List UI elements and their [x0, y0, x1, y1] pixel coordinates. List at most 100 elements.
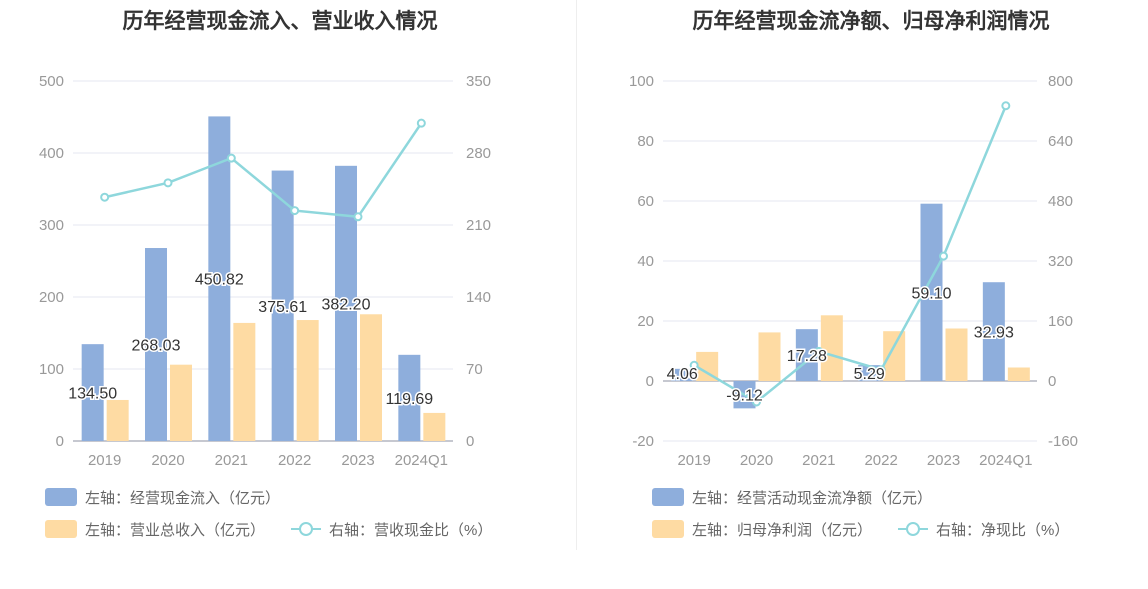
legend-label: 左轴：营业总收入（亿元） — [85, 521, 266, 539]
y-right-tick-label: 70 — [466, 361, 483, 378]
x-tick-label: 2022 — [278, 452, 311, 469]
bar-series-1 — [271, 170, 294, 442]
bar-series-1 — [145, 248, 167, 441]
legend-label: 左轴：经营活动现金流净额（亿元） — [692, 489, 933, 507]
legend-item-net-profit[interactable]: 左轴：归母净利润（亿元） — [652, 519, 872, 540]
x-tick-label: 2024Q1 — [395, 452, 448, 469]
bar-series-1 — [81, 344, 104, 441]
x-tick-label: 2020 — [740, 452, 773, 469]
bar-data-label: 450.82 — [195, 272, 244, 289]
legend-swatch-icon — [45, 488, 77, 506]
bar-series-1 — [671, 368, 694, 381]
legend-label: 右轴：净现比（%） — [936, 521, 1070, 539]
bar-data-label: 59.10 — [911, 285, 951, 302]
y-left-tick-label: -20 — [632, 433, 654, 450]
chart-title: 历年经营现金流净额、归母净利润情况 — [692, 10, 1050, 33]
x-tick-label: 2021 — [215, 452, 248, 469]
legend-item-inflow[interactable]: 左轴：经营现金流入（亿元） — [45, 487, 280, 508]
legend: 左轴：经营活动现金流净额（亿元） 左轴：归母净利润（亿元） 右轴：净现比（%） — [652, 481, 1095, 545]
y-left-tick-label: 100 — [39, 361, 64, 378]
line-point — [100, 192, 110, 202]
bar-data-label: 382.20 — [322, 296, 371, 313]
legend-item-revenue[interactable]: 左轴：营业总收入（亿元） — [45, 519, 265, 540]
bar-series-2 — [820, 315, 843, 381]
bar-data-label: 4.06 — [667, 366, 698, 383]
x-tick-label: 2023 — [341, 452, 374, 469]
legend-item-ratio[interactable]: 右轴：营收现金比（%） — [291, 519, 492, 540]
line-point — [939, 251, 948, 261]
legend-line-icon — [898, 520, 929, 538]
y-left-tick-label: 200 — [39, 289, 64, 306]
y-left-tick-label: 40 — [637, 253, 654, 270]
bar-series-2 — [106, 399, 129, 441]
line-point — [416, 118, 426, 128]
legend-swatch-icon — [45, 520, 77, 538]
line-point — [290, 206, 300, 216]
x-tick-label: 2022 — [864, 452, 897, 469]
legend-label: 右轴：营收现金比（%） — [329, 521, 493, 539]
bar-data-label: 375.61 — [258, 299, 307, 316]
bar-series-2 — [758, 332, 781, 381]
y-left-tick-label: 300 — [39, 217, 64, 234]
bar-data-label: 268.03 — [132, 338, 181, 355]
x-tick-label: 2024Q1 — [979, 452, 1032, 469]
bar-series-2 — [233, 322, 256, 441]
bar-data-label: 119.69 — [385, 391, 433, 408]
bar-series-2 — [360, 314, 382, 441]
y-right-tick-label: 480 — [1048, 193, 1073, 210]
bar-data-label: 5.29 — [854, 366, 885, 383]
bar-data-label: 32.93 — [974, 325, 1014, 342]
left-chart-panel: 历年经营现金流入、营业收入情况 0 100 200 300 400 500 0 70 140 21… — [39, 10, 518, 545]
net-cashflow-chart: -20 0 20 40 60 80 100 -160 0 160 320 480 640 800 2019 2… — [629, 73, 1078, 469]
y-right-tick-label: 800 — [1048, 73, 1073, 90]
bar-series-2 — [423, 412, 446, 441]
y-left-tick-label: 0 — [56, 433, 64, 450]
legend-label: 左轴：经营现金流入（亿元） — [85, 489, 281, 507]
bar-series-1 — [208, 116, 231, 441]
y-left-tick-label: 20 — [637, 313, 654, 330]
bar-data-label: 134.50 — [68, 386, 117, 403]
bar-series-1 — [795, 329, 818, 381]
bar-series-2 — [883, 331, 906, 381]
x-tick-label: 2020 — [151, 452, 184, 469]
bar-series-1 — [398, 354, 421, 441]
legend-item-cash-ratio[interactable]: 右轴：净现比（%） — [898, 519, 1069, 540]
line-point — [226, 153, 236, 163]
line-point — [876, 365, 886, 375]
bar-series-2 — [296, 320, 319, 441]
line-series — [693, 105, 1007, 404]
bar-series-1 — [335, 165, 357, 442]
legend-line-icon — [291, 520, 322, 538]
bar-data-label: 17.28 — [787, 348, 827, 365]
legend: 左轴：经营现金流入（亿元） 左轴：营业总收入（亿元） 右轴：营收现金比（%） — [45, 481, 518, 545]
chart-title: 历年经营现金流入、营业收入情况 — [122, 10, 438, 33]
y-right-tick-label: 0 — [1048, 373, 1056, 390]
bar-series-2 — [170, 364, 192, 441]
legend-label: 左轴：归母净利润（亿元） — [692, 521, 873, 539]
x-tick-label: 2019 — [677, 452, 710, 469]
line-point — [353, 212, 363, 222]
bar-series-1 — [920, 203, 943, 381]
y-right-tick-label: 280 — [466, 145, 491, 162]
y-left-tick-label: 100 — [629, 73, 654, 90]
y-right-tick-label: 320 — [1048, 253, 1073, 270]
y-left-tick-label: 400 — [39, 145, 64, 162]
y-left-tick-label: 60 — [637, 193, 654, 210]
x-tick-label: 2023 — [927, 452, 960, 469]
y-right-tick-label: 350 — [466, 73, 491, 90]
bar-series-1 — [982, 282, 1005, 381]
y-right-tick-label: -160 — [1048, 433, 1078, 450]
y-right-tick-label: 640 — [1048, 133, 1073, 150]
right-chart-panel: 历年经营现金流净额、归母净利润情况 -20 0 20 40 60 80 100 -160 0 16… — [574, 0, 1148, 589]
line-point — [752, 397, 761, 407]
legend-item-net-cashflow[interactable]: 左轴：经营活动现金流净额（亿元） — [652, 487, 932, 508]
x-tick-label: 2019 — [88, 452, 121, 469]
y-right-tick-label: 210 — [466, 217, 491, 234]
y-left-tick-label: 80 — [637, 133, 654, 150]
y-right-tick-label: 0 — [466, 433, 474, 450]
line-point — [689, 360, 699, 370]
line-point — [814, 346, 824, 356]
line-series — [104, 122, 423, 219]
legend-swatch-icon — [652, 520, 684, 538]
panel-divider — [576, 0, 577, 550]
